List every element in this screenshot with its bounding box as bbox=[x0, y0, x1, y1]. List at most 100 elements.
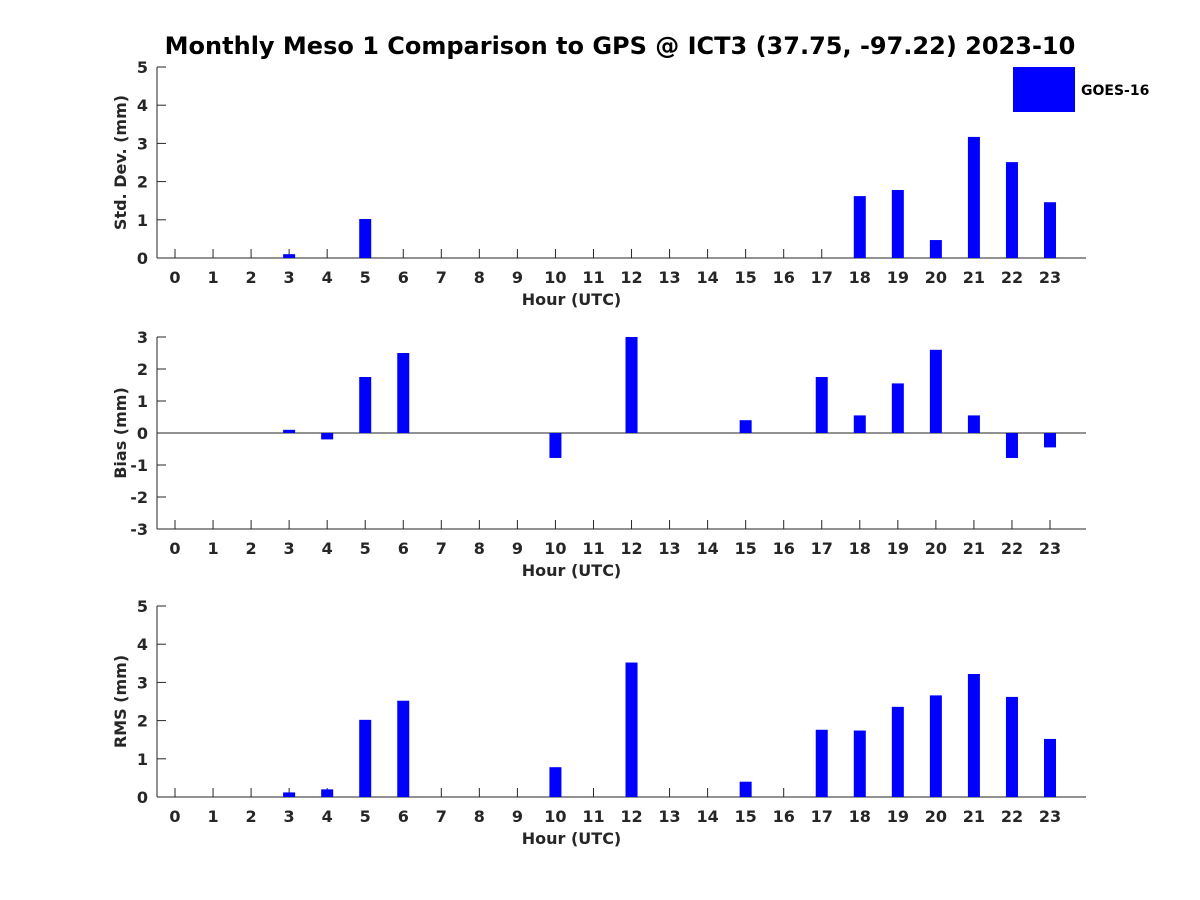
bar-hour-20 bbox=[929, 240, 942, 258]
bar-hour-22 bbox=[1005, 162, 1018, 258]
legend-swatch bbox=[1013, 67, 1075, 112]
y-tick-label: -1 bbox=[130, 456, 148, 475]
x-tick-label: 13 bbox=[658, 268, 680, 287]
x-tick-label: 20 bbox=[925, 268, 947, 287]
bar-hour-6 bbox=[397, 700, 410, 797]
y-tick-label: 3 bbox=[137, 134, 148, 153]
x-axis-label: Hour (UTC) bbox=[522, 290, 622, 309]
bar-hour-21 bbox=[967, 673, 980, 797]
bar-hour-3 bbox=[283, 792, 296, 797]
x-tick-label: 18 bbox=[849, 268, 871, 287]
x-tick-label: 15 bbox=[735, 268, 757, 287]
y-tick-label: 2 bbox=[137, 173, 148, 192]
y-tick-label: 1 bbox=[137, 750, 148, 769]
x-tick-label: 13 bbox=[658, 539, 680, 558]
y-tick-label: 5 bbox=[137, 58, 148, 77]
bar-hour-12 bbox=[625, 337, 638, 433]
chart-title: Monthly Meso 1 Comparison to GPS @ ICT3 … bbox=[165, 32, 1076, 60]
x-tick-label: 6 bbox=[398, 807, 409, 826]
x-tick-label: 1 bbox=[207, 807, 218, 826]
legend-label: GOES-16 bbox=[1081, 83, 1149, 99]
bar-hour-19 bbox=[891, 706, 904, 797]
y-tick-label: 4 bbox=[137, 635, 148, 654]
bar-hour-6 bbox=[397, 353, 410, 433]
x-tick-label: 0 bbox=[169, 539, 180, 558]
bar-hour-10 bbox=[549, 433, 562, 458]
x-tick-label: 9 bbox=[512, 807, 523, 826]
bar-hour-15 bbox=[739, 420, 752, 433]
y-tick-label: 0 bbox=[137, 788, 148, 807]
x-tick-label: 15 bbox=[735, 807, 757, 826]
bar-hour-23 bbox=[1044, 433, 1056, 448]
bar-hour-3 bbox=[283, 429, 296, 433]
bar-hour-5 bbox=[359, 219, 372, 258]
y-axis-label: Std. Dev. (mm) bbox=[111, 95, 130, 230]
x-tick-label: 7 bbox=[436, 539, 447, 558]
bar-hour-19 bbox=[891, 383, 904, 433]
x-tick-label: 4 bbox=[322, 268, 333, 287]
x-tick-label: 6 bbox=[398, 268, 409, 287]
bar-hour-21 bbox=[967, 136, 980, 258]
bar-hour-19 bbox=[891, 190, 904, 258]
bar-hour-20 bbox=[929, 349, 942, 433]
y-axis-label: RMS (mm) bbox=[111, 655, 130, 748]
x-tick-label: 0 bbox=[169, 807, 180, 826]
x-tick-label: 6 bbox=[398, 539, 409, 558]
x-tick-label: 4 bbox=[322, 807, 333, 826]
x-tick-label: 1 bbox=[207, 268, 218, 287]
bar-hour-4 bbox=[321, 789, 334, 797]
bar-hour-21 bbox=[967, 415, 980, 433]
x-tick-label: 9 bbox=[512, 539, 523, 558]
bar-hour-18 bbox=[853, 415, 866, 433]
y-tick-label: -3 bbox=[130, 520, 148, 539]
y-axis-label: Bias (mm) bbox=[111, 387, 130, 479]
x-tick-label: 11 bbox=[582, 807, 604, 826]
x-tick-label: 11 bbox=[582, 268, 604, 287]
x-tick-label: 12 bbox=[620, 268, 642, 287]
x-tick-label: 2 bbox=[246, 539, 257, 558]
x-tick-label: 23 bbox=[1039, 268, 1061, 287]
bar-hour-22 bbox=[1005, 696, 1018, 797]
y-tick-label: 3 bbox=[137, 328, 148, 347]
x-tick-label: 15 bbox=[735, 539, 757, 558]
x-tick-label: 17 bbox=[811, 807, 833, 826]
x-tick-label: 3 bbox=[284, 268, 295, 287]
y-tick-label: 4 bbox=[137, 96, 148, 115]
x-tick-label: 14 bbox=[696, 539, 718, 558]
bar-hour-23 bbox=[1044, 738, 1056, 797]
y-tick-label: 3 bbox=[137, 673, 148, 692]
x-tick-label: 17 bbox=[811, 539, 833, 558]
bar-hour-18 bbox=[853, 196, 866, 258]
x-tick-label: 20 bbox=[925, 807, 947, 826]
x-axis-label: Hour (UTC) bbox=[522, 829, 622, 848]
x-tick-label: 18 bbox=[849, 539, 871, 558]
x-tick-label: 19 bbox=[887, 539, 909, 558]
x-tick-label: 5 bbox=[360, 539, 371, 558]
x-tick-label: 2 bbox=[246, 807, 257, 826]
x-tick-label: 16 bbox=[773, 539, 795, 558]
y-tick-label: 2 bbox=[137, 712, 148, 731]
bar-hour-23 bbox=[1044, 202, 1056, 258]
y-tick-label: 1 bbox=[137, 392, 148, 411]
x-tick-label: 0 bbox=[169, 268, 180, 287]
x-tick-label: 8 bbox=[474, 807, 485, 826]
x-tick-label: 23 bbox=[1039, 539, 1061, 558]
x-tick-label: 12 bbox=[620, 807, 642, 826]
x-tick-label: 21 bbox=[963, 807, 985, 826]
x-tick-label: 12 bbox=[620, 539, 642, 558]
y-tick-label: 1 bbox=[137, 211, 148, 230]
bar-hour-12 bbox=[625, 662, 638, 797]
x-tick-label: 10 bbox=[544, 539, 566, 558]
x-tick-label: 8 bbox=[474, 539, 485, 558]
x-tick-label: 13 bbox=[658, 807, 680, 826]
x-tick-label: 17 bbox=[811, 268, 833, 287]
x-tick-label: 10 bbox=[544, 807, 566, 826]
y-tick-label: 0 bbox=[137, 249, 148, 268]
x-tick-label: 23 bbox=[1039, 807, 1061, 826]
bar-hour-22 bbox=[1005, 433, 1018, 458]
bar-hour-4 bbox=[321, 433, 334, 440]
